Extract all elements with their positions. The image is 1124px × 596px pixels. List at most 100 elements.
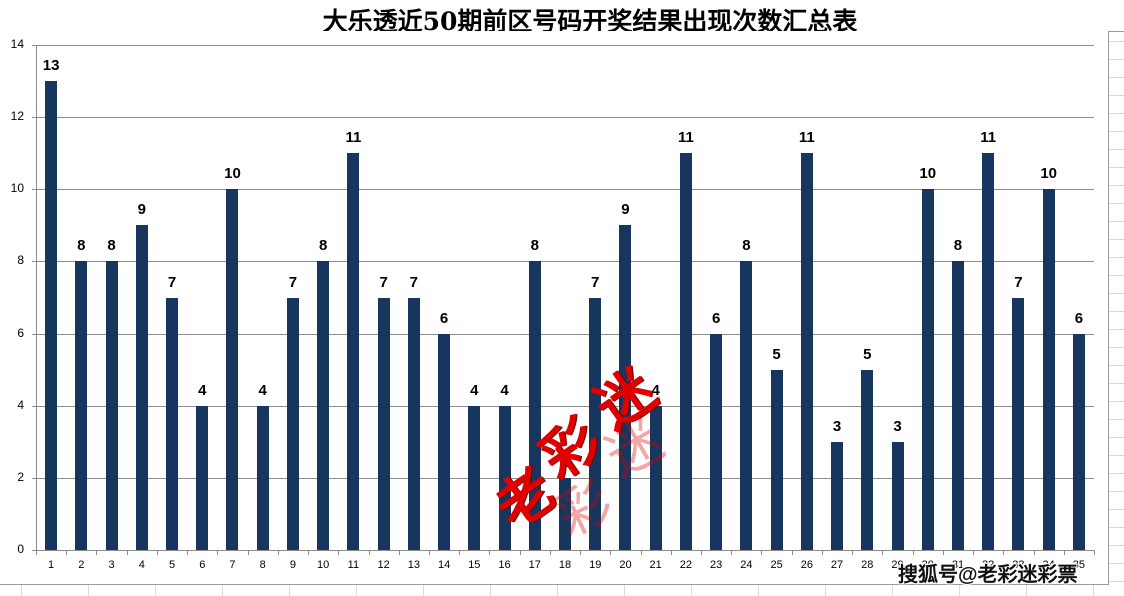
x-tick bbox=[882, 550, 884, 555]
y-tick bbox=[32, 189, 36, 191]
gridline bbox=[36, 189, 1094, 191]
bar-value-label: 9 bbox=[137, 201, 146, 219]
bar-value-label: 2 bbox=[560, 453, 570, 471]
bar[interactable] bbox=[75, 261, 88, 550]
x-tick bbox=[761, 550, 763, 555]
bar-value-label: 11 bbox=[980, 129, 997, 147]
x-tick-label: 18 bbox=[558, 559, 572, 571]
bar[interactable] bbox=[1072, 333, 1085, 550]
bar[interactable] bbox=[861, 369, 874, 550]
bar[interactable] bbox=[921, 189, 934, 550]
x-tick-label: 19 bbox=[589, 559, 602, 571]
y-tick-label: 10 bbox=[10, 181, 24, 196]
x-tick bbox=[428, 550, 430, 555]
bar-value-label: 10 bbox=[919, 165, 937, 183]
chart-area[interactable]: 0 2 4 6 8 10 12 14 13 1 8 2 8 3 9 4 7 5 4 6 10 7 4 8 7 9 8 10 11 11 7 1… bbox=[0, 31, 1109, 585]
bar[interactable] bbox=[710, 333, 723, 550]
bar[interactable] bbox=[1042, 189, 1055, 550]
bar[interactable] bbox=[559, 477, 571, 550]
bar[interactable] bbox=[891, 441, 904, 550]
x-tick-label: 26 bbox=[800, 559, 813, 571]
bar-value-label: 8 bbox=[107, 237, 116, 255]
bar[interactable] bbox=[135, 225, 148, 550]
x-tick bbox=[1003, 550, 1005, 555]
bar[interactable] bbox=[105, 261, 118, 550]
bar[interactable] bbox=[45, 81, 58, 550]
x-tick bbox=[489, 550, 491, 555]
bar[interactable] bbox=[740, 261, 753, 550]
x-tick-label: 29 bbox=[891, 559, 904, 571]
bar-value-label: 8 bbox=[530, 237, 539, 255]
x-tick bbox=[156, 550, 158, 555]
x-tick bbox=[126, 550, 128, 555]
x-tick-label: 24 bbox=[740, 559, 753, 571]
bar-value-label: 6 bbox=[439, 309, 449, 327]
x-tick-label: 14 bbox=[437, 559, 451, 571]
bar-value-label: 8 bbox=[318, 237, 328, 255]
bar[interactable] bbox=[951, 261, 964, 550]
bar[interactable] bbox=[619, 225, 632, 550]
x-tick-label: 16 bbox=[498, 559, 511, 571]
bar[interactable] bbox=[166, 297, 179, 550]
bar-value-label: 7 bbox=[591, 273, 600, 291]
bar-value-label: 5 bbox=[863, 345, 872, 363]
bar[interactable] bbox=[831, 441, 844, 550]
bar-value-label: 9 bbox=[621, 201, 630, 219]
x-tick bbox=[821, 550, 823, 555]
x-tick bbox=[1094, 550, 1095, 555]
source-watermark: 搜狐号@老彩迷彩票 bbox=[898, 564, 1078, 586]
x-tick bbox=[610, 550, 612, 555]
bar[interactable] bbox=[679, 153, 692, 550]
bar[interactable] bbox=[649, 405, 662, 550]
x-tick bbox=[398, 550, 400, 555]
x-tick bbox=[580, 550, 582, 555]
bar-value-label: 6 bbox=[711, 309, 721, 327]
gridline bbox=[36, 117, 1094, 119]
bar[interactable] bbox=[498, 405, 511, 550]
bar-value-label: 7 bbox=[409, 273, 419, 291]
bar[interactable] bbox=[286, 297, 299, 550]
bar-value-label: 13 bbox=[42, 57, 60, 75]
gridline bbox=[36, 45, 1094, 46]
bar-value-label: 7 bbox=[167, 273, 177, 291]
y-tick-label: 4 bbox=[17, 397, 24, 412]
bar[interactable] bbox=[317, 261, 330, 550]
bar[interactable] bbox=[407, 297, 420, 550]
x-tick-label: 4 bbox=[138, 559, 145, 571]
y-tick-label: 14 bbox=[10, 37, 24, 51]
x-tick bbox=[368, 550, 370, 555]
bar[interactable] bbox=[982, 153, 995, 550]
x-tick-label: 27 bbox=[830, 559, 844, 571]
x-tick bbox=[852, 550, 854, 555]
bar[interactable] bbox=[528, 261, 541, 550]
bar[interactable] bbox=[468, 405, 481, 550]
bar[interactable] bbox=[196, 405, 209, 550]
bar[interactable] bbox=[226, 189, 239, 550]
bar-value-label: 8 bbox=[742, 237, 751, 255]
x-tick bbox=[640, 550, 642, 555]
bar[interactable] bbox=[589, 297, 602, 550]
x-tick-label: 20 bbox=[619, 559, 632, 571]
bar[interactable] bbox=[438, 333, 451, 550]
bar-value-label: 10 bbox=[224, 165, 241, 183]
bar[interactable] bbox=[377, 297, 390, 550]
bar-value-label: 7 bbox=[379, 273, 388, 291]
y-tick bbox=[32, 333, 36, 335]
x-tick bbox=[187, 550, 189, 555]
x-tick-label: 25 bbox=[770, 559, 783, 571]
bar[interactable] bbox=[256, 405, 269, 550]
bar[interactable] bbox=[770, 369, 783, 550]
bar[interactable] bbox=[800, 153, 813, 550]
x-tick bbox=[96, 550, 98, 555]
bar-value-label: 5 bbox=[772, 345, 781, 363]
x-tick-label: 3 bbox=[108, 559, 115, 571]
y-tick-label: 8 bbox=[17, 253, 24, 268]
bar[interactable] bbox=[1012, 297, 1025, 550]
x-tick-label: 23 bbox=[710, 559, 723, 571]
x-tick bbox=[549, 550, 551, 555]
bar[interactable] bbox=[347, 153, 360, 550]
y-tick-label: 12 bbox=[10, 109, 24, 124]
bar-value-label: 4 bbox=[651, 381, 660, 399]
gridline bbox=[36, 405, 1094, 407]
x-tick bbox=[670, 550, 672, 555]
